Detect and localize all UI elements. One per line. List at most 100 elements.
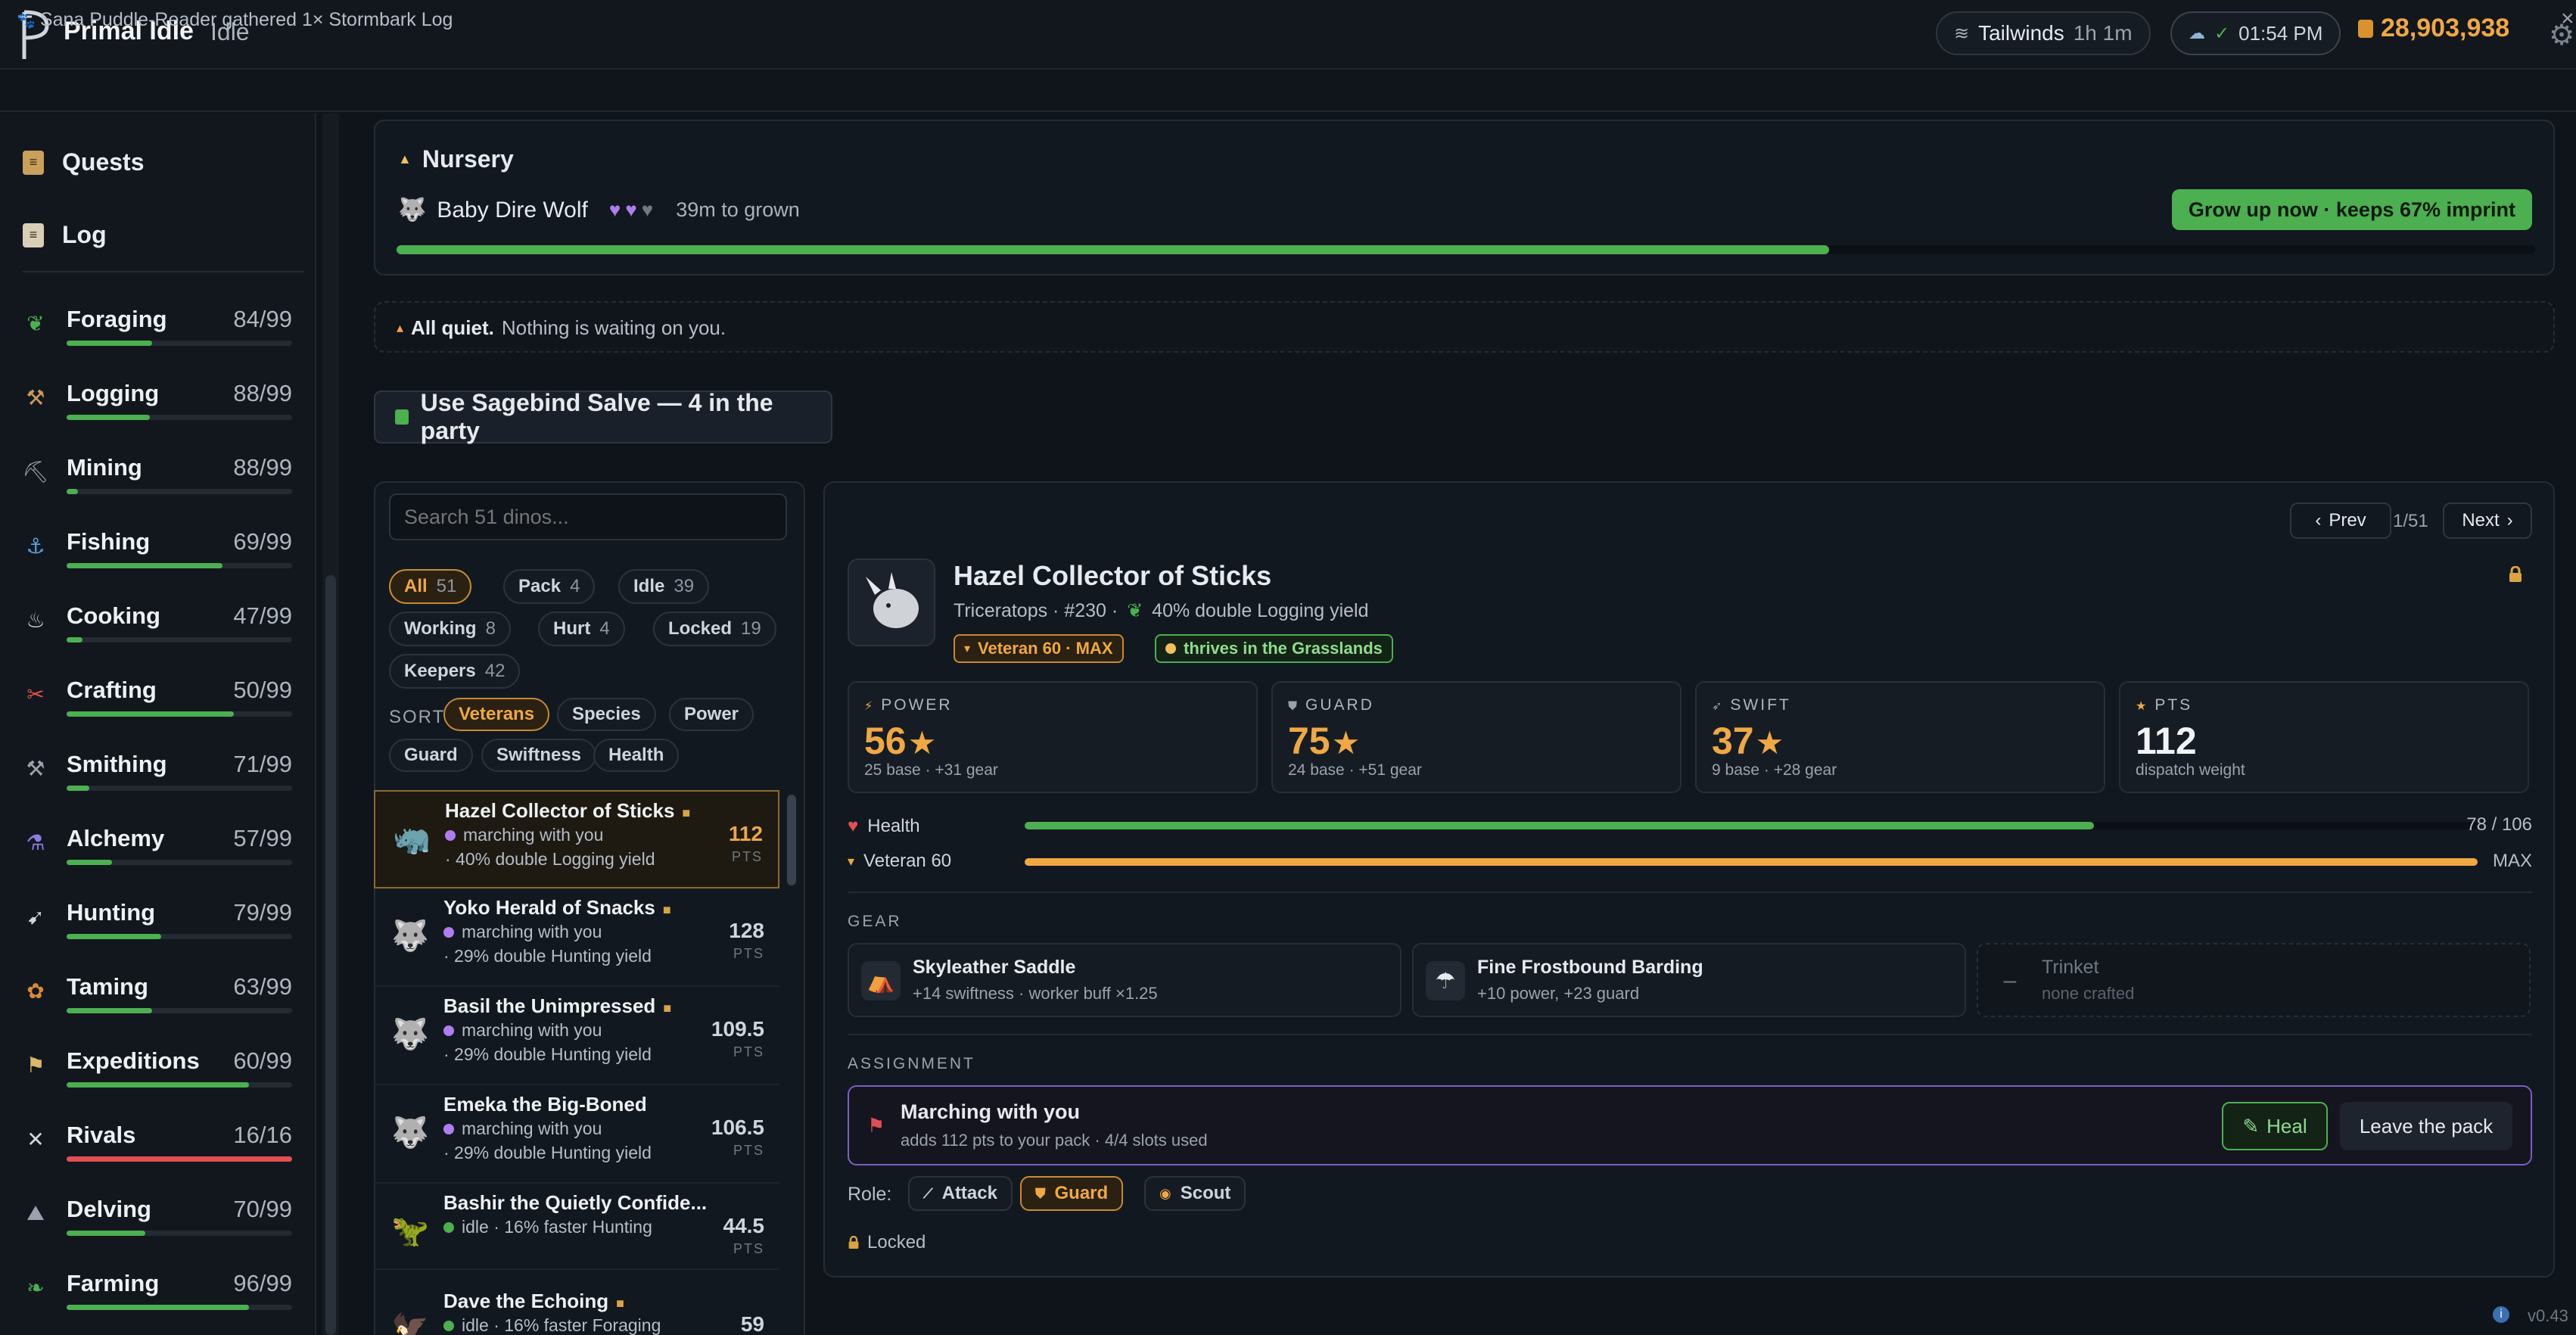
wind-icon: ≋ bbox=[1954, 23, 1970, 44]
locked-row[interactable]: Locked bbox=[848, 1232, 926, 1253]
stat-card-guard: ⛊ GUARD 75★ 24 base · +51 gear bbox=[1271, 681, 1682, 793]
skill-name: Mining bbox=[67, 454, 142, 481]
pts-label: PTS bbox=[733, 1241, 764, 1256]
dino-row[interactable]: 🐺 Basil the Unimpressed ■ marching with you… bbox=[374, 987, 779, 1085]
dino-avatar-icon: 🐺 bbox=[391, 919, 429, 953]
clock-pill[interactable]: ☁ ✓ 01:54 PM bbox=[2170, 11, 2341, 55]
status-dot-icon bbox=[443, 926, 454, 938]
heal-button[interactable]: ✎ Heal bbox=[2222, 1102, 2328, 1150]
sort-swiftness[interactable]: Swiftness bbox=[481, 739, 597, 772]
dino-row[interactable]: 🦅 Dave the Echoing ■ idle · 16% faster Fora… bbox=[374, 1282, 779, 1335]
sidebar-item-fishing[interactable]: ⚓ Fishing 69/99 bbox=[23, 525, 292, 586]
use-salve-button[interactable]: Use Sagebind Salve — 4 in the party bbox=[374, 389, 832, 444]
sidebar-item-delving[interactable]: ⛰ Delving 70/99 bbox=[23, 1193, 292, 1253]
filter-working[interactable]: Working 8 bbox=[389, 611, 511, 646]
grow-up-button[interactable]: Grow up now · keeps 67% imprint bbox=[2171, 189, 2532, 230]
biome-badge: thrives in the Grasslands bbox=[1155, 634, 1393, 663]
stat-label: ⚡ POWER bbox=[864, 696, 953, 714]
skill-level: 84/99 bbox=[233, 306, 292, 332]
filter-all[interactable]: All 51 bbox=[389, 569, 472, 604]
gear-slot-3[interactable]: – Trinket none crafted bbox=[1977, 943, 2531, 1017]
nursery-card: ▲ Nursery 🐺 Baby Dire Wolf ♥ ♥ ♥ 39m to gr… bbox=[374, 120, 2555, 275]
filter-pack[interactable]: Pack 4 bbox=[503, 569, 596, 604]
leave-pack-button[interactable]: Leave the pack bbox=[2340, 1102, 2512, 1150]
skill-progress-track bbox=[67, 1305, 292, 1310]
lock-icon: ■ bbox=[682, 805, 691, 820]
heart-filled-icon: ♥ bbox=[625, 198, 637, 221]
assignment-header: ASSIGNMENT bbox=[848, 1055, 975, 1072]
skill-progress-fill bbox=[67, 1156, 292, 1162]
role-attack[interactable]: ⟋ Attack bbox=[908, 1176, 1013, 1211]
lock-icon[interactable] bbox=[2508, 565, 2523, 582]
nursery-egg-icon: ▲ bbox=[398, 151, 412, 166]
sidebar-item-crafting[interactable]: ✂ Crafting 50/99 bbox=[23, 674, 292, 734]
filter-locked[interactable]: Locked 19 bbox=[653, 611, 776, 646]
star-icon: ★ bbox=[1755, 725, 1784, 761]
dino-row[interactable]: 🐺 Yoko Herald of Snacks ■ marching with you… bbox=[374, 888, 779, 987]
stat-value: 75★ bbox=[1288, 720, 1361, 762]
sort-health[interactable]: Health bbox=[593, 739, 680, 772]
weather-label: Tailwinds bbox=[1978, 21, 2064, 45]
smithing-icon: ⚒ bbox=[26, 756, 45, 780]
prev-button[interactable]: ‹ Prev bbox=[2290, 503, 2391, 539]
filter-keepers[interactable]: Keepers 42 bbox=[389, 654, 521, 689]
weather-pill[interactable]: ≋ Tailwinds 1h 1m bbox=[1936, 11, 2151, 55]
role-scout[interactable]: ◉ Scout bbox=[1144, 1176, 1246, 1211]
sidebar-item-farming[interactable]: ❧ Farming 96/99 bbox=[23, 1267, 292, 1327]
dino-search-input[interactable] bbox=[389, 493, 787, 540]
assignment-card: ⚑ Marching with you adds 112 pts to your… bbox=[848, 1085, 2532, 1165]
dino-row[interactable]: 🦏 Hazel Collector of Sticks ■ marching with… bbox=[374, 790, 779, 888]
info-icon[interactable]: i bbox=[2493, 1306, 2509, 1323]
skill-name: Fishing bbox=[67, 528, 151, 555]
sidebar-item-alchemy[interactable]: ⚗ Alchemy 57/99 bbox=[23, 822, 292, 882]
skill-level: 60/99 bbox=[233, 1047, 292, 1074]
skill-name: Alchemy bbox=[67, 825, 165, 851]
sidebar-item-rivals[interactable]: ✕ Rivals 16/16 bbox=[23, 1119, 292, 1179]
sidebar-item-mining[interactable]: ⛏ Mining 88/99 bbox=[22, 451, 292, 512]
veteran-value: MAX bbox=[2492, 851, 2532, 871]
next-button[interactable]: Next › bbox=[2443, 503, 2532, 539]
skill-name: Foraging bbox=[67, 306, 167, 332]
settings-gear-icon[interactable]: ⚙ bbox=[2549, 20, 2575, 51]
skill-name: Logging bbox=[67, 380, 160, 406]
ticker-close-icon[interactable]: × bbox=[2561, 6, 2574, 31]
stat-label: ★ PTS bbox=[2136, 696, 2193, 714]
filter-hurt[interactable]: Hurt 4 bbox=[538, 611, 625, 646]
sidebar-item-log[interactable]: ≡ Log bbox=[23, 221, 107, 249]
sort-guard[interactable]: Guard bbox=[389, 739, 473, 772]
gear-slot-2[interactable]: ☂ Fine Frostbound Barding +10 power, +23 g… bbox=[1412, 943, 1966, 1017]
sort-veterans[interactable]: Veterans bbox=[443, 698, 550, 731]
dino-name: Hazel Collector of Sticks bbox=[954, 560, 1272, 591]
dino-row-name: Basil the Unimpressed ■ bbox=[443, 994, 672, 1017]
dino-row-pts: 112 bbox=[728, 822, 763, 845]
stat-label: ➶ SWIFT bbox=[1712, 696, 1791, 714]
stat-sub: dispatch weight bbox=[2136, 761, 2245, 779]
gear-name: Fine Frostbound Barding bbox=[1477, 957, 1703, 978]
dino-list-scrollbar-thumb[interactable] bbox=[787, 795, 796, 885]
sort-species[interactable]: Species bbox=[557, 698, 656, 731]
dino-row[interactable]: 🦖 Bashir the Quietly Confide... idle · 16%… bbox=[374, 1184, 779, 1270]
sidebar-item-expeditions[interactable]: ⚑ Expeditions 60/99 bbox=[23, 1044, 292, 1105]
gear-name: Trinket bbox=[2042, 957, 2099, 978]
filter-idle[interactable]: Idle 39 bbox=[618, 569, 710, 604]
sidebar-item-smithing[interactable]: ⚒ Smithing 71/99 bbox=[23, 748, 292, 808]
sidebar-scroll-thumb[interactable] bbox=[325, 575, 336, 1335]
barding-icon: ☂ bbox=[1426, 961, 1465, 1000]
skill-progress-fill bbox=[67, 934, 162, 939]
sidebar-item-cooking[interactable]: ♨ Cooking 47/99 bbox=[23, 599, 292, 660]
sidebar-item-logging[interactable]: ⚒ Logging 88/99 bbox=[23, 377, 292, 437]
skill-level: 70/99 bbox=[233, 1196, 292, 1222]
dino-row-name: Bashir the Quietly Confide... bbox=[443, 1191, 708, 1214]
skill-name: Crafting bbox=[67, 677, 157, 703]
sidebar-item-taming[interactable]: ✿ Taming 63/99 bbox=[23, 970, 292, 1031]
dino-row[interactable]: 🐺 Emeka the Big-Boned marching with you · 2… bbox=[374, 1085, 779, 1184]
sidebar-item-quests[interactable]: ≡ Quests bbox=[23, 148, 144, 176]
sidebar-item-hunting[interactable]: ➹ Hunting 79/99 bbox=[23, 896, 292, 957]
gear-desc: none crafted bbox=[2042, 984, 2135, 1003]
skill-progress-track bbox=[67, 1008, 292, 1013]
skill-progress-fill bbox=[67, 563, 222, 568]
role-guard[interactable]: ⛊ Guard bbox=[1020, 1176, 1124, 1211]
sort-power[interactable]: Power bbox=[669, 698, 754, 731]
sidebar-item-foraging[interactable]: ❦ Foraging 84/99 bbox=[23, 303, 292, 363]
gear-slot-1[interactable]: ⛺ Skyleather Saddle +14 swiftness · worker… bbox=[848, 943, 1402, 1017]
